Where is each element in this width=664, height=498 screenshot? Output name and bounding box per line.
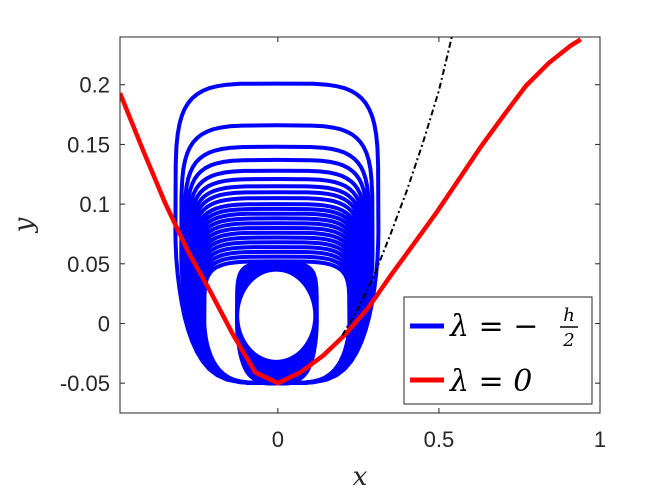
plot-frame (119, 36, 601, 414)
legend-frac-den: 2 (562, 330, 574, 351)
legend-box (403, 296, 593, 405)
legend-label-blue-prefix: λ = − (449, 309, 538, 344)
y-axis-label: y (9, 217, 39, 233)
y-tick-label-3: 0.1 (79, 192, 110, 217)
x-tick-label-1: 0.5 (424, 427, 455, 452)
y-tick-label-2: 0.05 (67, 252, 110, 277)
legend-frac-num: h (563, 305, 575, 326)
plot-area (120, 37, 582, 386)
x-axis-label: x (353, 462, 368, 492)
legend-label-red: λ = 0 (449, 364, 532, 399)
orbit-curve-21 (202, 259, 352, 386)
legend-label-blue: λ = − (449, 309, 538, 344)
series-line-red (120, 37, 582, 386)
orbit-inner-hole (239, 271, 314, 360)
axis-ticks: 0 0.5 1 -0.05 0 0.05 0.1 0.15 0.2 (60, 37, 606, 452)
y-tick-label-1: 0 (98, 311, 110, 336)
legend: λ = − h 2 λ = 0 (403, 296, 593, 405)
y-tick-label-5: 0.2 (79, 73, 110, 98)
x-tick-label-0: 0 (272, 427, 284, 452)
y-tick-label-4: 0.15 (67, 132, 110, 157)
series-line-black-dashdot (341, 37, 453, 336)
y-tick-label-0: -0.05 (60, 371, 110, 396)
x-tick-label-2: 1 (594, 427, 606, 452)
